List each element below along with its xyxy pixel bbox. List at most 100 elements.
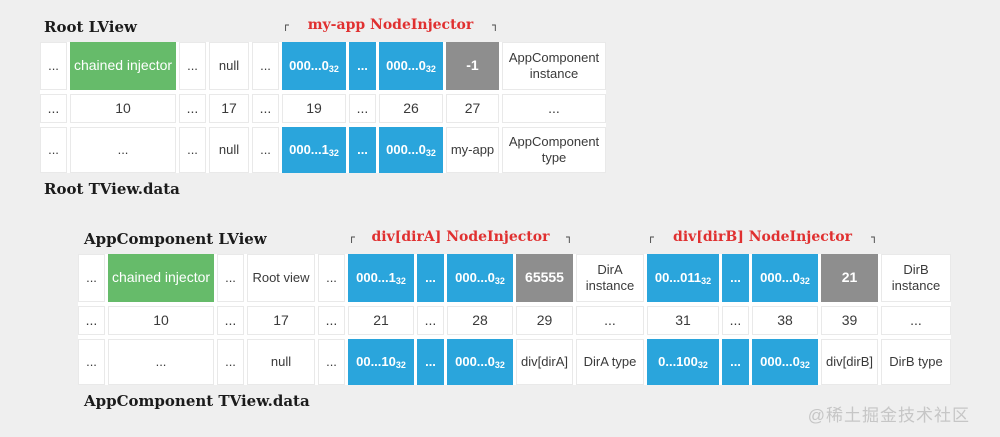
table-cell: 000...1 32 [282,127,346,173]
table-cell: ... [349,94,376,123]
table-cell: 000...0 32 [447,254,513,302]
cell-subscript: 32 [799,360,810,371]
cell-text: 000...1 [289,141,329,157]
cell-text: ... [425,269,436,285]
table-cell: 000...0 32 [379,127,443,173]
table-cell: ... [252,42,279,90]
table-cell: div[dirB] [821,339,878,385]
table-cell: DirB type [881,339,951,385]
cell-text: ... [260,57,271,73]
appcomponent-lview-title: AppComponent LView [84,230,267,248]
cell-text: ... [325,311,338,328]
table-cell: ... [70,127,176,173]
table-cell: null [209,127,249,173]
cell-text: 00...10 [356,353,396,369]
appcomponent-lview-table: ... chained injector... Root view... 000...… [78,254,951,385]
root-lview-title: Root LView [44,18,137,36]
table-cell: ... [576,306,644,335]
cell-text: Root view [252,269,310,285]
table-cell: AppComponent type [502,127,606,173]
cell-subscript: 32 [494,360,505,371]
table-cell: 10 [108,306,214,335]
table-cell: 000...0 32 [752,254,818,302]
table-cell: ... [217,306,244,335]
table-cell: 28 [447,306,513,335]
table-cell: 19 [282,94,346,123]
table-cell: ... [417,254,444,302]
cell-text: ... [260,141,271,157]
cell-text: 0...100 [658,353,698,369]
table-cell: 21 [821,254,878,302]
cell-text: 65555 [525,269,564,286]
cell-text: 000...0 [455,353,495,369]
cell-text: 10 [115,99,131,116]
table-row: ......... null... 00...10 32... 000...0 32 div… [78,339,951,385]
table-cell: 17 [209,94,249,123]
cell-subscript: 32 [328,64,339,75]
dirb-nodeinjector-label: ┌ div[dirB] NodeInjector ┐ [647,226,878,248]
cell-text: 000...0 [386,141,426,157]
table-cell: ... [349,127,376,173]
cell-text: ... [604,311,616,328]
table-cell: 000...0 32 [752,339,818,385]
cell-text: AppComponent type [508,133,600,165]
cell-text: 000...0 [760,269,800,285]
table-cell: 26 [379,94,443,123]
table-cell: ... [417,306,444,335]
cell-text: my-app [450,141,495,157]
table-cell: ... [78,306,105,335]
cell-text: 17 [221,99,237,116]
cell-subscript: 32 [425,148,436,159]
cell-subscript: 32 [395,360,406,371]
cell-text: ... [48,57,59,73]
table-cell: ... [722,254,749,302]
cell-text: 31 [675,311,691,328]
cell-text: DirA instance [585,261,635,293]
cell-text: 000...1 [356,269,396,285]
table-cell: ... [217,339,244,385]
myapp-nodeinjector-label: ┌ my-app NodeInjector ┐ [282,14,499,36]
table-cell: my-app [446,127,499,173]
table-cell: 000...1 32 [348,254,414,302]
cell-text: ... [186,99,199,116]
cell-text: ... [424,311,437,328]
cell-text: chained injector [111,269,211,286]
table-cell: ... [318,339,345,385]
table-cell: ... [217,254,244,302]
table-cell: 000...0 32 [447,339,513,385]
cell-text: 38 [777,311,793,328]
table-cell: ... [417,339,444,385]
cell-text: 21 [841,269,858,286]
cell-subscript: 32 [701,276,712,287]
table-cell: ... [179,127,206,173]
cell-text: 00...011 [654,269,702,285]
table-cell: ... [722,306,749,335]
cell-text: 000...0 [386,57,426,73]
cell-text: 39 [841,311,858,328]
cell-text: 10 [153,311,169,328]
cell-text: ... [910,311,922,328]
cell-text: ... [225,353,236,369]
cell-text: ... [47,99,60,116]
table-cell: DirA type [576,339,644,385]
table-cell: 10 [70,94,176,123]
table-cell: chained injector [108,254,214,302]
cell-text: ... [730,353,741,369]
cell-text: 000...0 [289,57,329,73]
cell-text: ... [357,57,368,73]
table-cell: 000...0 32 [379,42,443,90]
table-cell: 65555 [516,254,573,302]
table-cell: ... [78,254,105,302]
cell-text: null [270,353,292,369]
table-row: ... 10... 17... 19... 26 27... [40,94,606,123]
cell-text: null [218,57,240,73]
table-cell: 21 [348,306,414,335]
cell-text: div[dirA] [521,353,568,369]
table-cell: ... [881,306,951,335]
cell-text: 21 [373,311,389,328]
table-cell: Root view [247,254,315,302]
cell-text: ... [187,57,198,73]
table-cell: ... [349,42,376,90]
table-cell: ... [179,94,206,123]
